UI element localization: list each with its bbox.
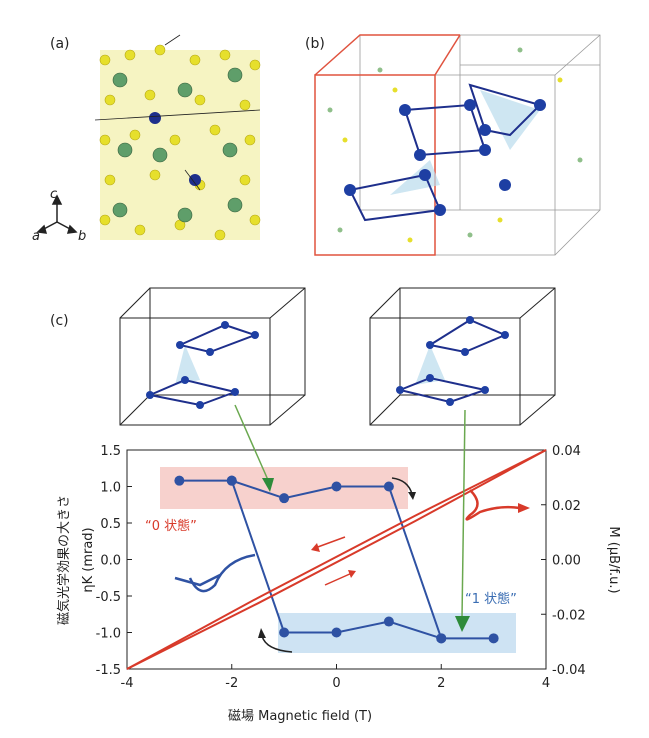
crystal-b	[314, 34, 601, 256]
x-tick-label: 0	[332, 676, 340, 691]
y-tick-label: 0.5	[100, 517, 121, 532]
y-tick-label: -1.0	[96, 627, 121, 642]
data-point	[436, 633, 447, 644]
crystal-a: c a b	[32, 34, 261, 244]
y2-axis-label: M (μB/f.u.)	[606, 526, 621, 593]
axis-letter: a	[32, 229, 40, 244]
x-tick-label: -2	[225, 676, 238, 691]
x-tick-label: 2	[437, 676, 445, 691]
data-point	[174, 475, 185, 486]
y2-tick-label: 0.04	[552, 444, 581, 459]
data-point	[331, 627, 342, 638]
annotation: “0 状態”	[145, 518, 197, 534]
data-point	[383, 481, 394, 492]
panel-label: (c)	[50, 313, 69, 329]
y-axis-label: ηK (mrad)	[81, 527, 96, 592]
annotation: “1 状態”	[465, 591, 517, 607]
data-point	[226, 475, 237, 486]
data-line	[126, 449, 547, 670]
arrows	[174, 404, 530, 653]
y-tick-label: 0.0	[100, 554, 121, 569]
cube-left	[119, 287, 306, 426]
data-line	[126, 449, 547, 670]
axis-letter: b	[78, 229, 86, 244]
x-tick-label: 4	[542, 676, 550, 691]
y2-tick-label: 0.00	[552, 554, 581, 569]
data-point	[488, 633, 499, 644]
y2-tick-label: 0.02	[552, 499, 581, 514]
data-point	[279, 627, 290, 638]
y2-tick-label: -0.04	[552, 663, 586, 678]
y-tick-label: -0.5	[96, 590, 121, 605]
y-tick-label: -1.5	[96, 663, 121, 678]
x-axis-label: 磁場 Magnetic field (T)	[228, 709, 372, 724]
axis-letter: c	[50, 187, 57, 202]
y-tick-label: 1.0	[100, 481, 121, 496]
data-point	[331, 481, 342, 492]
cube-right	[369, 287, 556, 426]
chart: -4 -2 0 2 4 -1.5 -1.0 -0.5 0.0 0.5 1.0 1.5 -0.04 -0.0…	[96, 444, 586, 691]
data-point	[279, 493, 290, 504]
y-tick-label: 1.5	[100, 444, 121, 459]
data-point	[383, 616, 394, 627]
panel-label: (b)	[305, 36, 325, 52]
y2-tick-label: -0.02	[552, 608, 586, 623]
x-tick-label: -4	[121, 676, 134, 691]
y-axis-label: 磁気光学効果の大きさ	[56, 495, 72, 625]
panel-label: (a)	[50, 36, 70, 52]
